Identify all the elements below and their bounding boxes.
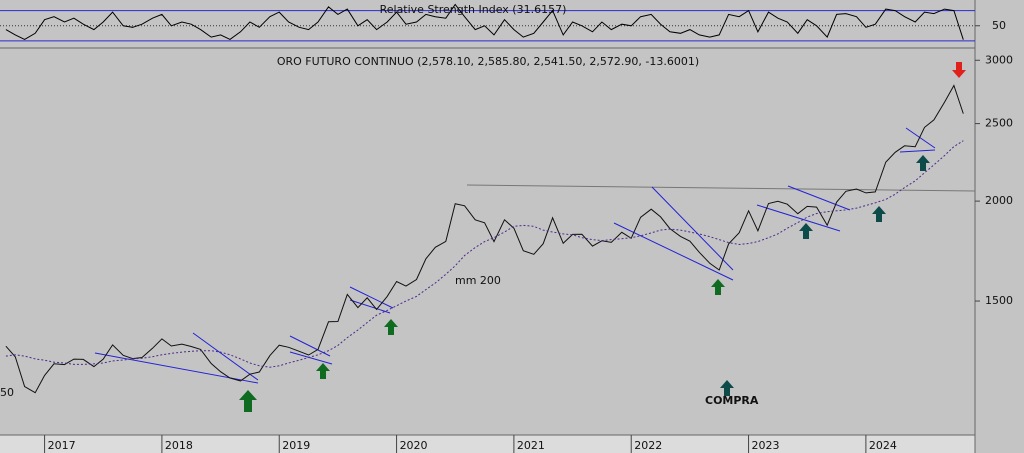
x-tick-label: 2023 bbox=[752, 439, 780, 452]
trendline bbox=[192, 332, 259, 381]
chart-title: ORO FUTURO CONTINUO (2,578.10, 2,585.80,… bbox=[277, 55, 699, 68]
trendline bbox=[787, 185, 851, 211]
x-tick-label: 2022 bbox=[634, 439, 662, 452]
trendline bbox=[349, 299, 391, 314]
trendline bbox=[289, 351, 333, 365]
y-tick-label: 2500 bbox=[985, 117, 1013, 130]
y-tick-label: 2000 bbox=[985, 194, 1013, 207]
buy-arrows-teal bbox=[720, 155, 930, 396]
x-tick-label: 2018 bbox=[165, 439, 193, 452]
x-axis-strip bbox=[0, 435, 975, 453]
sell-arrow bbox=[952, 62, 966, 78]
trendline bbox=[651, 186, 734, 271]
trendline bbox=[905, 127, 936, 149]
compra-arrow bbox=[720, 380, 734, 396]
trendline bbox=[349, 286, 394, 309]
trendline bbox=[756, 204, 841, 232]
series-line bbox=[5, 140, 964, 368]
annotation: 50 bbox=[0, 386, 14, 399]
buy-arrow bbox=[384, 319, 398, 335]
resistance-line bbox=[466, 184, 976, 192]
series-line bbox=[5, 3, 964, 40]
x-tick-label: 2017 bbox=[48, 439, 76, 452]
buy-arrow bbox=[916, 155, 930, 171]
buy-arrow bbox=[711, 279, 725, 295]
trendline bbox=[899, 149, 936, 153]
buy-arrows bbox=[239, 279, 725, 412]
series-label: mm 200 bbox=[455, 274, 501, 287]
buy-arrow bbox=[799, 223, 813, 239]
x-tick-label: 2024 bbox=[869, 439, 897, 452]
annotation: COMPRA bbox=[705, 394, 759, 407]
y-tick-label: 3000 bbox=[985, 53, 1013, 66]
y-tick-label: 50 bbox=[992, 19, 1006, 32]
buy-arrow bbox=[239, 390, 257, 412]
x-tick-label: 2021 bbox=[517, 439, 545, 452]
rsi-title: Relative Strength Index (31.6157) bbox=[380, 3, 567, 16]
x-tick-label: 2020 bbox=[400, 439, 428, 452]
x-tick-label: 2019 bbox=[282, 439, 310, 452]
buy-arrow bbox=[872, 206, 886, 222]
y-tick-label: 1500 bbox=[985, 294, 1013, 307]
buy-arrow bbox=[316, 363, 330, 379]
series-line bbox=[5, 84, 964, 394]
